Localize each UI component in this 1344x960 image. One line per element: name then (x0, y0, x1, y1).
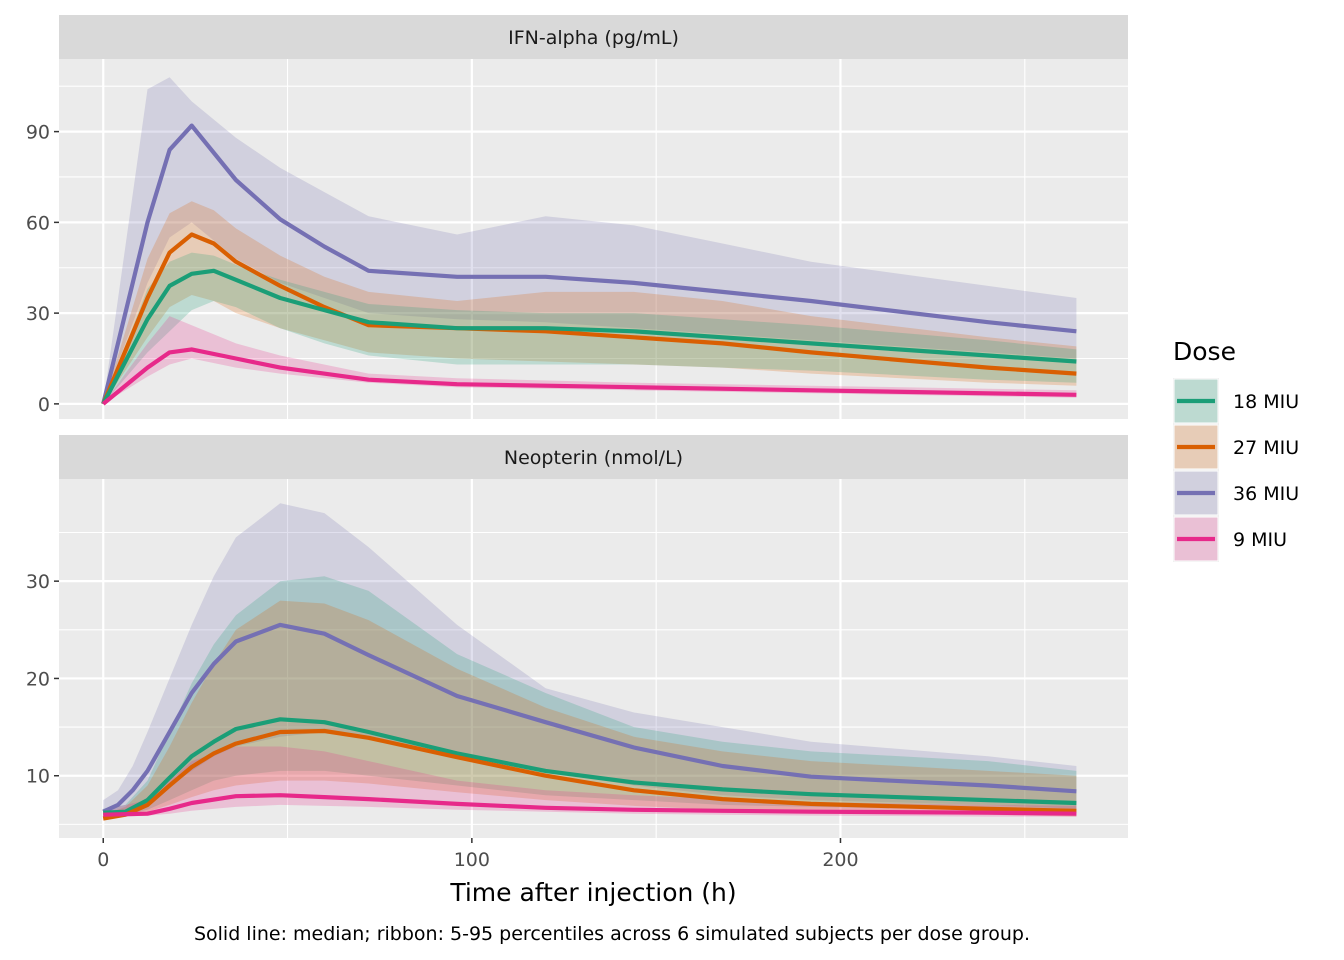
median-line-18-miu (101, 268, 1077, 405)
panel-title: IFN-alpha (pg/mL) (508, 27, 679, 49)
legend-label: 18 MIU (1233, 391, 1299, 413)
y-tick-label: 20 (26, 668, 50, 690)
panel-ifn-alpha: IFN-alpha (pg/mL) 0 30 60 90 (26, 15, 1128, 419)
y-tick-label: 10 (26, 766, 50, 788)
median-lines (101, 123, 1077, 406)
x-tick-label: 200 (822, 849, 858, 871)
ribbon-18-miu (103, 576, 1077, 816)
ribbon-36-miu (103, 503, 1077, 817)
y-axis: 10 20 30 (26, 571, 59, 788)
y-axis: 0 30 60 90 (26, 122, 59, 416)
minor-gridlines (59, 59, 1128, 419)
y-tick-label: 90 (26, 122, 50, 144)
legend-label: 36 MIU (1233, 483, 1299, 505)
x-tick-label: 100 (454, 849, 490, 871)
median-line-9-miu (101, 347, 1077, 406)
strip-background (59, 435, 1128, 479)
median-line-36-miu (101, 123, 1077, 405)
legend-label: 27 MIU (1233, 437, 1299, 459)
median-line-18-miu (103, 717, 1077, 815)
median-line-9-miu (103, 793, 1077, 817)
strip-background (59, 15, 1128, 59)
x-axis-title: Time after injection (h) (449, 878, 736, 907)
y-tick-label: 30 (26, 571, 50, 593)
ribbon-36-miu (103, 77, 1077, 404)
legend: Dose 18 MIU 27 MIU 36 MIU 9 MIU (1173, 337, 1299, 562)
legend-title: Dose (1173, 337, 1236, 366)
y-tick-label: 0 (38, 394, 50, 416)
major-gridlines (59, 59, 1128, 419)
y-tick-label: 30 (26, 303, 50, 325)
median-lines (102, 622, 1077, 821)
x-tick-label: 0 (97, 849, 109, 871)
panel-title: Neopterin (nmol/L) (504, 447, 683, 469)
y-tick-label: 60 (26, 212, 50, 234)
panel-neopterin: Neopterin (nmol/L) 10 20 30 (26, 435, 1128, 838)
x-axis: 0 100 200 (97, 838, 859, 871)
median-line-36-miu (102, 622, 1077, 814)
ribbon-27-miu (103, 600, 1077, 820)
legend-label: 9 MIU (1233, 529, 1287, 551)
caption: Solid line: median; ribbon: 5-95 percent… (194, 923, 1030, 945)
median-line-27-miu (102, 728, 1077, 821)
